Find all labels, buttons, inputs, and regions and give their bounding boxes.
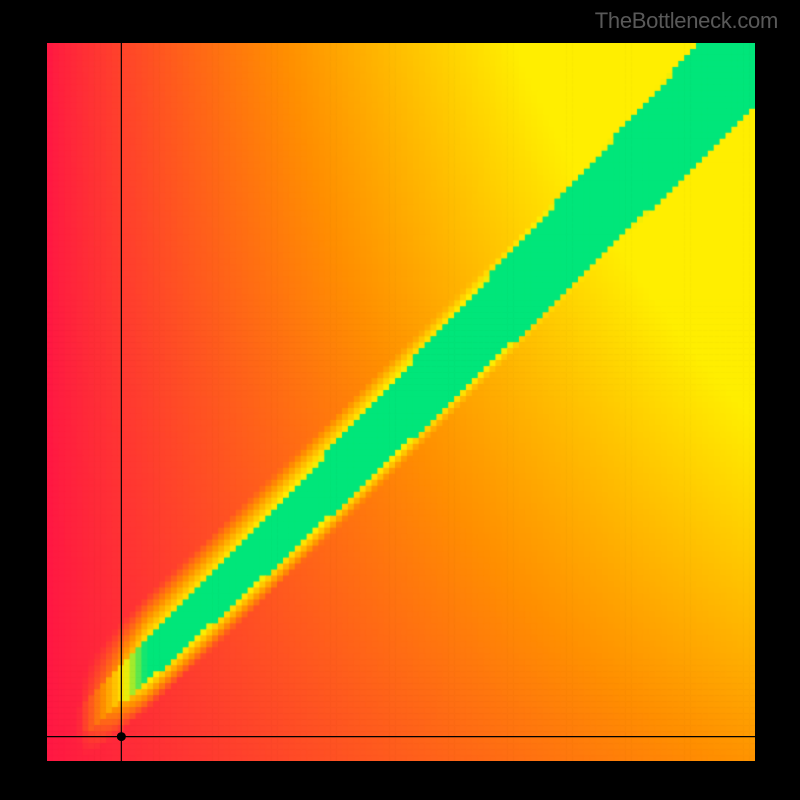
attribution-text: TheBottleneck.com bbox=[595, 8, 778, 34]
heatmap-plot bbox=[47, 43, 755, 761]
